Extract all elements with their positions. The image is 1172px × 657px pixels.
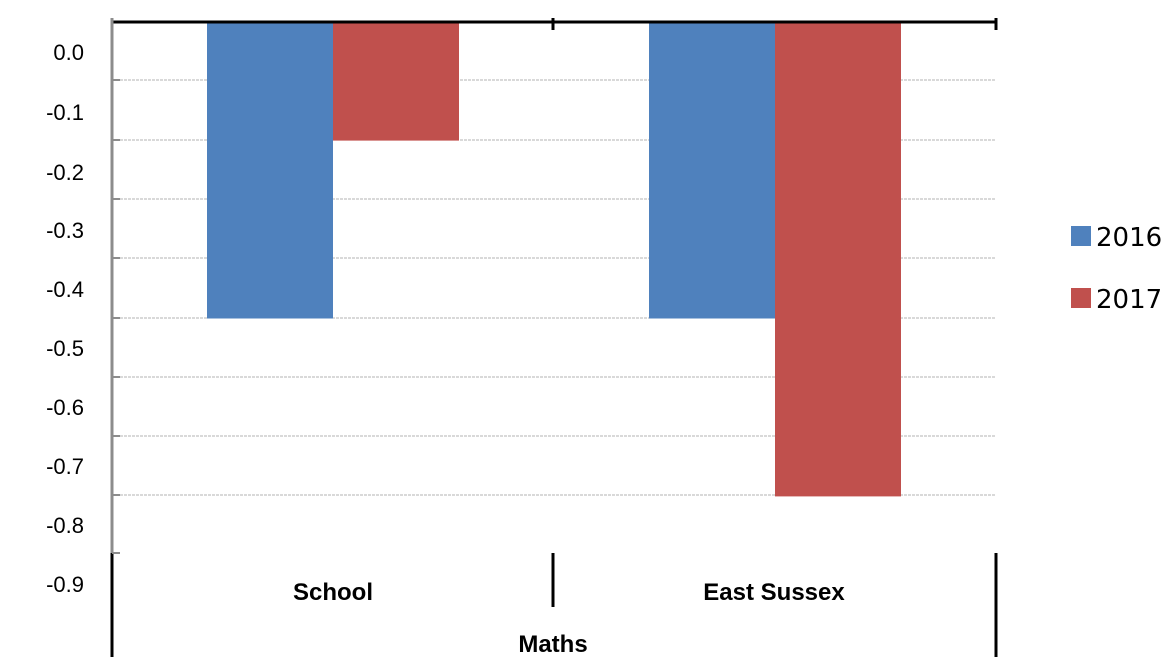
legend: 2016 2017 — [1071, 223, 1162, 315]
legend-swatch-2017 — [1071, 288, 1091, 308]
bar-2017-east-sussex — [775, 22, 901, 497]
y-tick-label: -0.4 — [46, 277, 84, 302]
y-tick-label: -0.6 — [46, 395, 84, 420]
y-tick-label: -0.2 — [46, 160, 84, 185]
bars — [207, 22, 901, 497]
category-label-school: School — [293, 579, 373, 606]
y-tick-label: -0.1 — [46, 100, 84, 125]
bar-2016-east-sussex — [649, 22, 775, 319]
legend-label-2016: 2016 — [1096, 223, 1162, 253]
y-tick-label: -0.8 — [46, 513, 84, 538]
y-tick-label: -0.9 — [46, 572, 84, 597]
legend-label-2017: 2017 — [1096, 285, 1162, 315]
y-tick-label: -0.3 — [46, 218, 84, 243]
category-label-east-sussex: East Sussex — [703, 579, 845, 606]
legend-swatch-2016 — [1071, 226, 1091, 246]
bar-2017-school — [333, 22, 459, 141]
y-axis-tick-labels: 0.0 -0.1 -0.2 -0.3 -0.4 -0.5 -0.6 -0.7 -0.8 -0.9 — [46, 40, 84, 597]
y-tick-label: -0.5 — [46, 336, 84, 361]
bar-2016-school — [207, 22, 333, 319]
group-label-maths: Maths — [518, 631, 587, 657]
y-tick-label: 0.0 — [53, 40, 84, 65]
x-axis-labels: School East Sussex Maths — [293, 579, 845, 657]
y-tick-label: -0.7 — [46, 454, 84, 479]
axes — [110, 18, 998, 657]
